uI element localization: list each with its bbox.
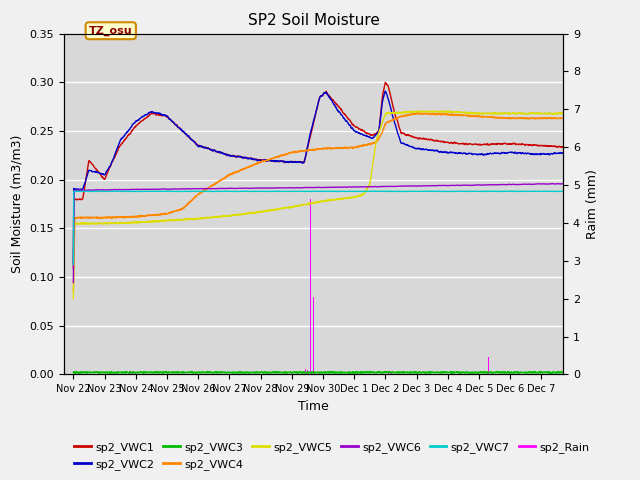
Y-axis label: Raim (mm): Raim (mm) [586, 169, 598, 239]
X-axis label: Time: Time [298, 400, 329, 413]
Legend: sp2_VWC1, sp2_VWC2, sp2_VWC3, sp2_VWC4, sp2_VWC5, sp2_VWC6, sp2_VWC7, sp2_Rain: sp2_VWC1, sp2_VWC2, sp2_VWC3, sp2_VWC4, … [70, 438, 595, 474]
Title: SP2 Soil Moisture: SP2 Soil Moisture [248, 13, 380, 28]
Y-axis label: Soil Moisture (m3/m3): Soil Moisture (m3/m3) [11, 135, 24, 273]
Text: TZ_osu: TZ_osu [89, 25, 132, 36]
